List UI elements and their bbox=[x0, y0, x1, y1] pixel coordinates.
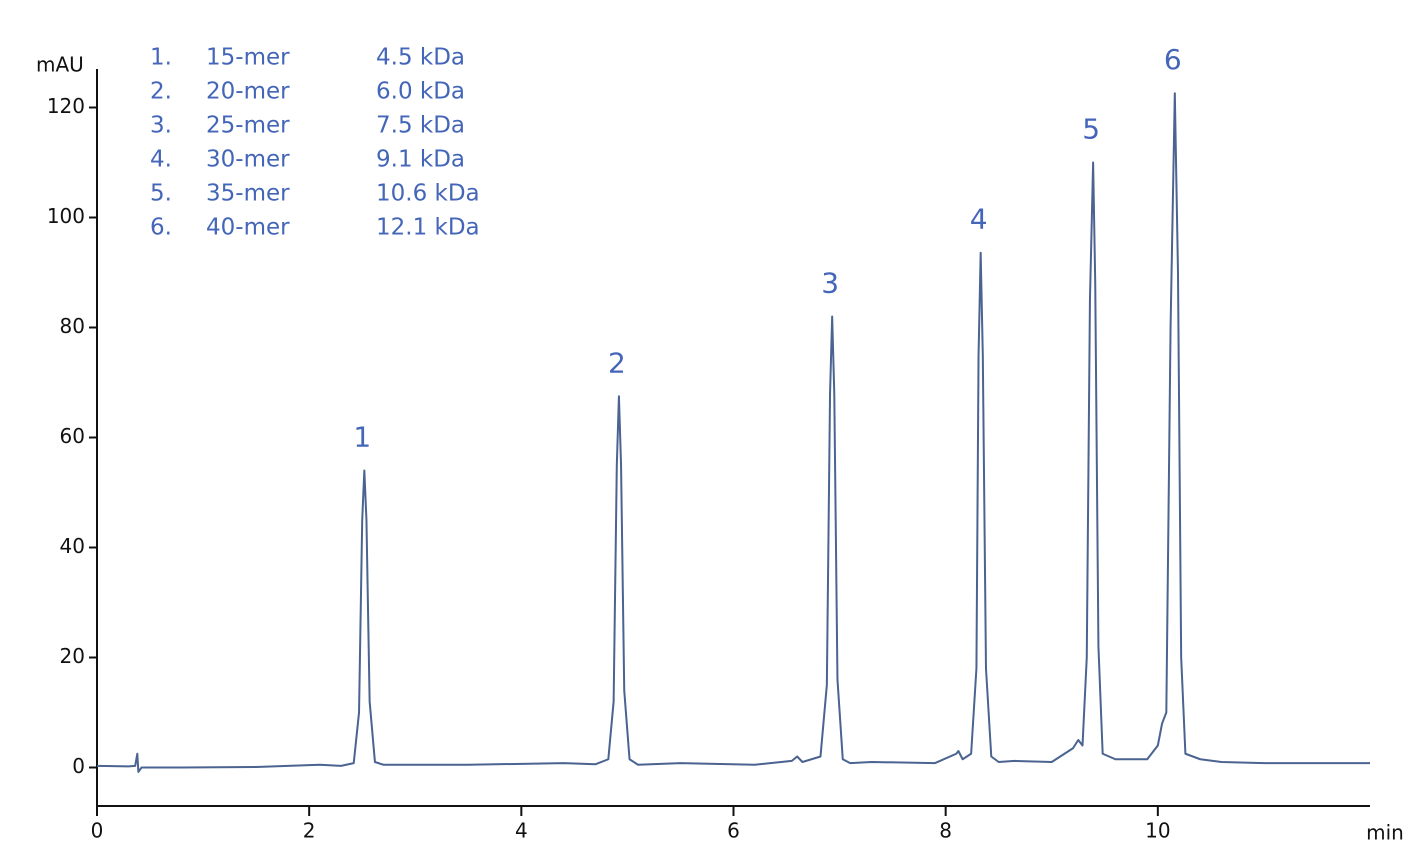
peak-label: 1 bbox=[353, 421, 371, 454]
x-tick-label: 10 bbox=[1145, 819, 1170, 843]
legend-text: 1. bbox=[150, 45, 172, 71]
legend-text: 10.6 kDa bbox=[376, 181, 480, 207]
x-tick-label: 6 bbox=[727, 819, 740, 843]
y-tick-label: 80 bbox=[60, 314, 85, 338]
legend-text: 6.0 kDa bbox=[376, 79, 465, 105]
legend-text: 4. bbox=[150, 147, 172, 173]
legend-text: 35-mer bbox=[206, 181, 290, 207]
legend-text: 12.1 kDa bbox=[376, 215, 480, 241]
peak-label: 5 bbox=[1082, 113, 1100, 146]
legend-text: 2. bbox=[150, 79, 172, 105]
x-tick-label: 0 bbox=[91, 819, 104, 843]
legend-text: 20-mer bbox=[206, 79, 290, 105]
legend-text: 4.5 kDa bbox=[376, 45, 465, 71]
peak-label: 6 bbox=[1164, 43, 1182, 76]
y-tick-label: 20 bbox=[60, 644, 85, 668]
legend-text: 30-mer bbox=[206, 147, 290, 173]
legend-text: 3. bbox=[150, 113, 172, 139]
y-tick-label: 0 bbox=[72, 754, 85, 778]
chromatogram-trace bbox=[96, 92, 1370, 773]
y-tick-label: 120 bbox=[47, 94, 85, 118]
legend-text: 15-mer bbox=[206, 45, 290, 71]
x-tick-label: 8 bbox=[939, 819, 952, 843]
legend-text: 5. bbox=[150, 181, 172, 207]
x-tick-label: 4 bbox=[515, 819, 528, 843]
x-tick-label: 2 bbox=[303, 819, 316, 843]
legend-text: 25-mer bbox=[206, 113, 290, 139]
y-axis-label: mAU bbox=[36, 53, 84, 77]
y-tick-label: 40 bbox=[60, 534, 85, 558]
legend-text: 7.5 kDa bbox=[376, 113, 465, 139]
x-axis-label: min bbox=[1366, 821, 1404, 845]
legend-text: 9.1 kDa bbox=[376, 147, 465, 173]
legend-text: 6. bbox=[150, 215, 172, 241]
y-tick-label: 100 bbox=[47, 204, 85, 228]
legend-text: 40-mer bbox=[206, 215, 290, 241]
peak-label: 2 bbox=[608, 346, 626, 379]
y-tick-label: 60 bbox=[60, 424, 85, 448]
peak-label: 3 bbox=[821, 267, 839, 300]
peak-label: 4 bbox=[970, 203, 988, 236]
